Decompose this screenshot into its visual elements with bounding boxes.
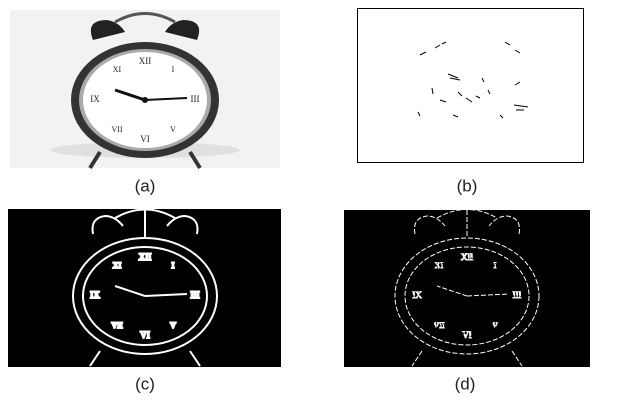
panel-b [358,9,584,163]
svg-text:XI: XI [113,65,122,74]
svg-text:IX: IX [90,94,100,104]
svg-text:IX: IX [90,290,100,300]
svg-text:XII: XII [462,253,472,262]
svg-text:I: I [172,65,175,74]
svg-text:VI: VI [140,330,150,340]
svg-text:IX: IX [413,291,421,300]
svg-text:III: III [191,290,200,300]
svg-text:III: III [191,94,200,104]
svg-text:V: V [170,125,176,134]
svg-text:III: III [514,291,521,300]
svg-text:VI: VI [140,134,150,144]
image-frame [358,9,584,163]
panel-d: XII VI IX III [344,210,590,368]
panel-c: XII VI IX III [8,209,281,367]
svg-text:VI: VI [463,331,471,340]
caption: (d) [455,374,476,393]
caption: (a) [135,176,156,195]
caption: (c) [135,374,155,393]
panel-a: XII VI IX III XI I VII V [10,10,280,168]
svg-text:VII: VII [111,125,122,134]
svg-text:XII: XII [139,252,152,262]
caption: (b) [457,176,478,195]
svg-text:XII: XII [139,56,152,66]
figure: XII VI IX III XI I VII V XII VI IX [0,0,618,401]
